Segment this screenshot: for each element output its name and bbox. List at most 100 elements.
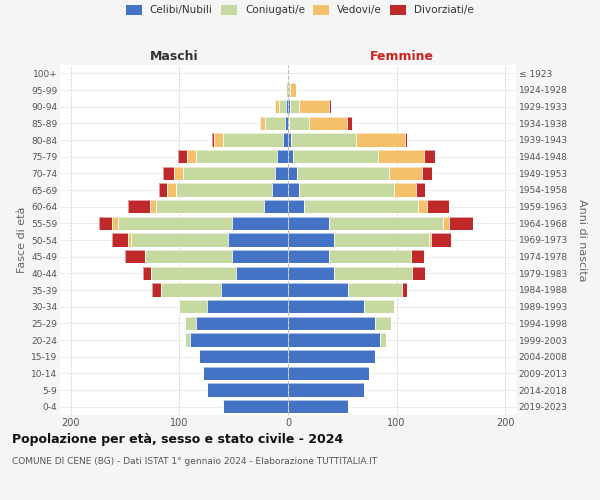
Bar (304, 200, 418, 213)
Bar (443, 216, 449, 230)
Bar (185, 316, 196, 330)
Bar (422, 166, 433, 180)
Bar (405, 134, 407, 146)
Bar (308, 116, 347, 130)
Bar (232, 216, 288, 230)
Bar (288, 334, 380, 346)
Bar (304, 200, 418, 213)
Bar (118, 216, 232, 230)
Bar (236, 266, 288, 280)
Bar (356, 134, 405, 146)
Bar (206, 300, 288, 314)
Bar (264, 200, 288, 213)
Bar (187, 150, 196, 164)
Bar (329, 100, 331, 114)
Bar (291, 134, 356, 146)
Text: Popolazione per età, sesso e stato civile - 2024: Popolazione per età, sesso e stato civil… (12, 432, 343, 446)
Bar (112, 216, 118, 230)
Bar (223, 134, 283, 146)
Bar (143, 266, 151, 280)
Bar (187, 150, 196, 164)
Bar (449, 216, 473, 230)
Bar (214, 134, 223, 146)
Bar (212, 134, 214, 146)
Bar (289, 116, 308, 130)
Bar (196, 316, 288, 330)
Bar (286, 84, 288, 96)
Bar (286, 100, 288, 114)
Bar (375, 316, 391, 330)
Bar (288, 384, 364, 396)
Bar (418, 200, 427, 213)
Bar (283, 134, 288, 146)
Bar (260, 116, 265, 130)
Bar (288, 84, 290, 96)
Bar (348, 284, 402, 296)
Bar (378, 150, 424, 164)
Bar (221, 284, 288, 296)
Text: Femmine: Femmine (370, 50, 434, 62)
Bar (380, 334, 386, 346)
Bar (283, 134, 288, 146)
Bar (223, 400, 288, 413)
Bar (163, 166, 174, 180)
Bar (145, 250, 232, 264)
Bar (206, 300, 288, 314)
Bar (290, 100, 299, 114)
Bar (151, 266, 236, 280)
Bar (288, 334, 380, 346)
Bar (289, 116, 308, 130)
Bar (223, 134, 283, 146)
Bar (275, 166, 288, 180)
Bar (329, 100, 331, 114)
Bar (275, 166, 288, 180)
Bar (290, 100, 299, 114)
Y-axis label: Fasce di età: Fasce di età (17, 207, 27, 273)
Bar (174, 166, 182, 180)
Bar (228, 234, 288, 246)
Bar (190, 334, 288, 346)
Bar (288, 216, 329, 230)
Bar (228, 234, 288, 246)
Bar (296, 166, 389, 180)
Bar (288, 400, 348, 413)
Bar (375, 316, 391, 330)
Bar (394, 184, 416, 196)
Bar (329, 216, 443, 230)
Bar (288, 100, 290, 114)
Bar (155, 200, 264, 213)
Bar (288, 350, 375, 364)
Bar (280, 100, 286, 114)
Bar (329, 250, 410, 264)
Bar (288, 250, 329, 264)
Bar (199, 350, 288, 364)
Bar (277, 150, 288, 164)
Bar (347, 116, 352, 130)
Bar (236, 266, 288, 280)
Bar (150, 200, 155, 213)
Bar (182, 166, 275, 180)
Bar (290, 84, 296, 96)
Bar (288, 266, 334, 280)
Bar (182, 166, 275, 180)
Bar (128, 234, 131, 246)
Bar (214, 134, 223, 146)
Bar (308, 116, 347, 130)
Bar (265, 116, 285, 130)
Bar (185, 334, 190, 346)
Bar (364, 300, 394, 314)
Bar (128, 200, 150, 213)
Bar (288, 266, 334, 280)
Bar (422, 166, 433, 180)
Bar (402, 284, 407, 296)
Bar (288, 384, 364, 396)
Bar (429, 234, 431, 246)
Bar (155, 200, 264, 213)
Bar (329, 216, 443, 230)
Bar (296, 166, 389, 180)
Bar (429, 234, 431, 246)
Bar (125, 250, 145, 264)
Bar (288, 134, 291, 146)
Bar (288, 84, 290, 96)
Bar (288, 116, 289, 130)
